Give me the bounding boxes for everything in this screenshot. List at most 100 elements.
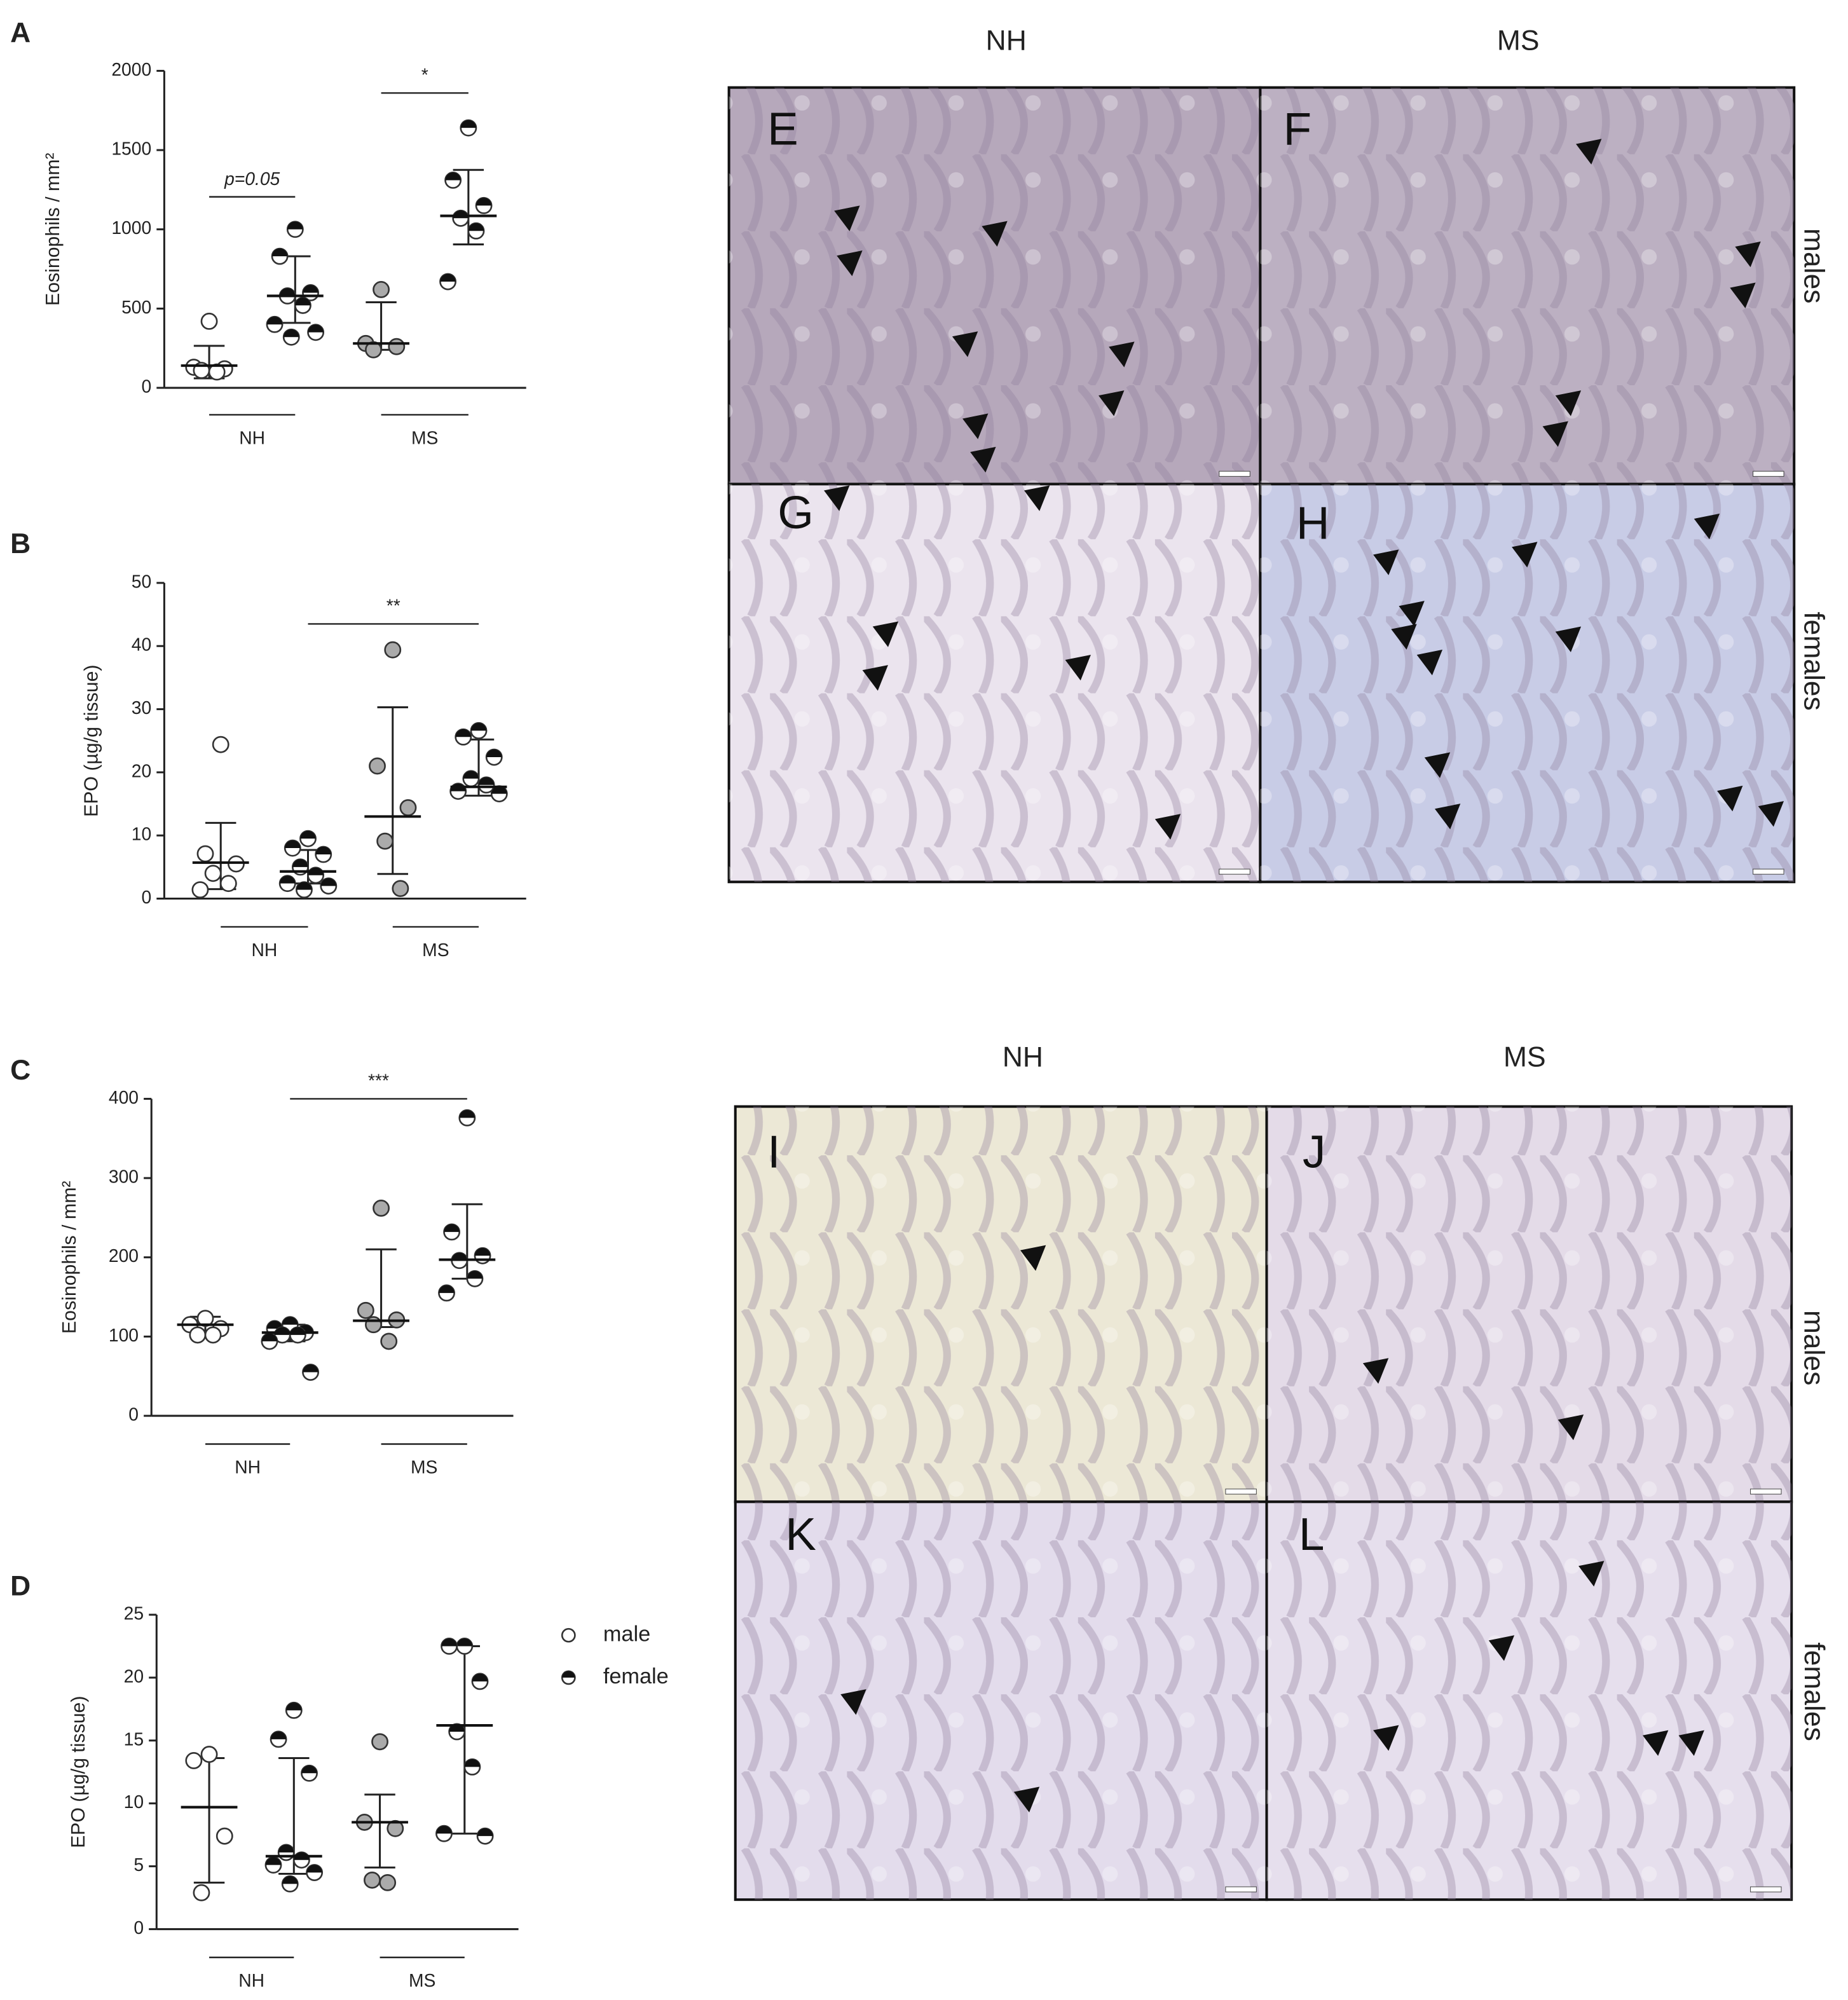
data-point xyxy=(458,1109,476,1127)
arrowhead xyxy=(1023,485,1050,511)
data-point xyxy=(307,866,325,884)
data-point xyxy=(289,1326,306,1344)
y-tick-label: 5 xyxy=(133,1854,144,1875)
data-point xyxy=(476,1827,494,1845)
x-tick-label: NH xyxy=(239,427,265,448)
marker-half xyxy=(472,1673,488,1682)
x-tick-label: MS xyxy=(411,1456,437,1477)
marker-half xyxy=(460,120,476,128)
marker-half xyxy=(476,198,492,206)
data-point xyxy=(216,1827,233,1845)
marker xyxy=(392,880,409,898)
marker-half xyxy=(477,1828,493,1837)
row-label: females xyxy=(1798,612,1830,710)
marker-half xyxy=(464,1759,481,1767)
y-tick-label: 30 xyxy=(132,697,151,718)
data-point xyxy=(470,722,488,739)
marker-half xyxy=(470,723,487,731)
data-point xyxy=(384,641,402,659)
data-point xyxy=(477,776,495,794)
x-tick-label: MS xyxy=(409,1970,435,1990)
panel-label: E xyxy=(767,104,798,155)
y-tick-label: 20 xyxy=(124,1666,144,1686)
data-point xyxy=(307,324,325,341)
marker-half xyxy=(315,846,331,854)
marker-half xyxy=(266,317,283,325)
marker-half xyxy=(280,875,296,884)
scale-bar xyxy=(1753,868,1784,875)
marker-half xyxy=(486,749,502,758)
micrograph-texture xyxy=(729,87,1261,484)
data-point xyxy=(208,363,226,381)
arrowhead xyxy=(1424,752,1451,778)
data-point xyxy=(189,1326,207,1344)
data-point xyxy=(191,881,209,899)
significance-label: * xyxy=(421,65,428,85)
y-tick-label: 15 xyxy=(124,1729,144,1749)
marker-half xyxy=(286,1702,302,1711)
y-tick-label: 0 xyxy=(141,887,151,907)
legend-label: male xyxy=(603,1622,650,1646)
data-point xyxy=(456,1638,474,1655)
data-point xyxy=(435,1825,453,1842)
panel-label: I xyxy=(767,1126,780,1177)
micrograph-texture xyxy=(1260,484,1795,882)
arrowhead xyxy=(1020,1245,1046,1271)
data-point xyxy=(376,832,394,850)
data-point xyxy=(443,1223,461,1241)
marker xyxy=(204,865,222,882)
data-point xyxy=(301,1764,318,1782)
arrowhead xyxy=(1512,542,1538,568)
row-label: males xyxy=(1798,228,1830,303)
arrowhead xyxy=(1735,241,1761,268)
significance-label: ** xyxy=(387,596,400,616)
marker xyxy=(193,1884,210,1901)
marker xyxy=(191,881,209,899)
marker xyxy=(196,1310,214,1327)
data-point xyxy=(387,1819,404,1837)
arrowhead xyxy=(1730,282,1756,308)
scale-bar xyxy=(1753,470,1784,477)
marker xyxy=(212,736,229,753)
arrowhead xyxy=(1416,649,1443,676)
marker xyxy=(365,341,382,359)
marker xyxy=(376,832,394,850)
marker xyxy=(200,1746,218,1764)
marker-half xyxy=(459,1110,475,1118)
arrowhead xyxy=(1557,1414,1584,1441)
marker xyxy=(561,1627,576,1643)
marker xyxy=(200,312,218,330)
scale-bar xyxy=(1219,470,1250,477)
marker-half xyxy=(444,1224,460,1232)
y-tick-label: 10 xyxy=(132,824,151,844)
y-axis-label: EPO (µg/g tissue) xyxy=(81,664,102,816)
data-point xyxy=(204,865,222,882)
data-point xyxy=(490,785,508,803)
x-tick-label: NH xyxy=(235,1456,261,1477)
marker-half xyxy=(478,777,495,785)
y-axis-label: Eosinophils / mm² xyxy=(43,153,64,306)
marker xyxy=(379,1873,397,1891)
y-tick-label: 500 xyxy=(121,297,151,317)
data-point xyxy=(441,1638,458,1655)
arrowhead xyxy=(1434,804,1461,830)
y-tick-label: 40 xyxy=(132,634,151,655)
data-point xyxy=(200,312,218,330)
significance-label: p=0.05 xyxy=(224,168,280,189)
data-point xyxy=(292,1851,310,1869)
panel-label: H xyxy=(1296,497,1329,549)
marker-half xyxy=(296,882,312,890)
marker-half xyxy=(265,1857,282,1865)
data-point xyxy=(294,296,311,314)
micrograph-texture xyxy=(735,1106,1267,1502)
scale-bar xyxy=(1750,1886,1782,1893)
x-tick-label: MS xyxy=(422,940,449,960)
data-point xyxy=(373,281,390,298)
y-tick-label: 50 xyxy=(132,571,151,591)
y-tick-label: 25 xyxy=(124,1603,144,1623)
data-point xyxy=(475,196,493,214)
arrowhead xyxy=(872,621,899,647)
data-point xyxy=(185,1752,203,1769)
y-axis-label: Eosinophils / mm² xyxy=(59,1181,80,1334)
arrowhead xyxy=(1717,785,1743,812)
